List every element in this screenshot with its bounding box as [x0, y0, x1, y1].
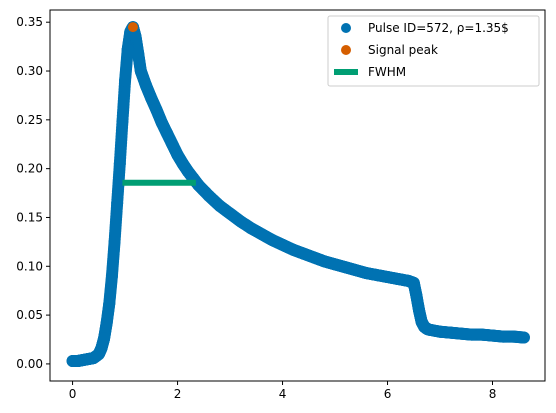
pulse-data-point [276, 238, 289, 251]
plot-frame [49, 9, 546, 382]
y-tick-label: 0.35 [16, 15, 43, 29]
legend-label-signal-peak: Signal peak [368, 43, 438, 57]
legend-label-fwhm: FWHM [368, 65, 406, 79]
plot-marks [66, 21, 531, 367]
pulse-data-point [318, 255, 331, 268]
legend-box [327, 15, 540, 87]
pulse-data-point [95, 342, 108, 355]
pulse-data-point [455, 327, 468, 340]
legend-marker-pulse [341, 23, 351, 33]
y-tick-label: 0.05 [16, 308, 43, 322]
pulse-data-point [166, 138, 179, 151]
signal-peak-point [127, 22, 138, 33]
pulse-data-point [497, 330, 510, 343]
pulse-data-point [203, 189, 216, 202]
pulse-data-point [339, 261, 352, 274]
y-axis: 0.00 0.05 0.10 0.15 0.20 0.25 0.30 0.35 [16, 15, 50, 371]
pulse-data-point [410, 289, 423, 302]
pulse-data-point [392, 272, 405, 285]
pulse-data-point [150, 104, 163, 117]
pulse-data-point [444, 326, 457, 339]
pulse-data-point [134, 65, 147, 78]
pulse-data-point [171, 148, 184, 161]
pulse-data-point [413, 304, 426, 317]
y-tick-label: 0.15 [16, 210, 43, 224]
x-tick-label: 0 [69, 387, 77, 401]
pulse-data-point [132, 47, 145, 60]
y-tick-label: 0.30 [16, 64, 43, 78]
pulse-data-point [371, 269, 384, 282]
pulse-data-point [100, 316, 113, 329]
pulse-data-point [113, 157, 126, 170]
y-tick-label: 0.00 [16, 357, 43, 371]
pulse-data-point [407, 276, 420, 289]
pulse-data-point [145, 92, 158, 105]
pulse-data-point [98, 332, 111, 345]
pulse-data-point [213, 199, 226, 212]
pulse-data-point [465, 328, 478, 341]
pulse-data-point [434, 325, 447, 338]
pulse-data-point [507, 330, 520, 343]
pulse-data-point [360, 267, 373, 280]
pulse-data-point [381, 271, 394, 284]
pulse-data-point [297, 247, 310, 260]
pulse-data-point [423, 323, 436, 336]
pulse-data-point [111, 196, 124, 209]
pulse-data-point [486, 329, 499, 342]
pulse-data-point [140, 79, 153, 92]
pulse-data-point [116, 115, 129, 128]
pulse-data-point [234, 215, 247, 228]
pulse-data-point [103, 297, 116, 310]
pulse-data-point [108, 235, 121, 248]
pulse-data-point [518, 331, 531, 344]
pulse-data-point [266, 233, 279, 246]
pulse-data-point [155, 116, 168, 129]
pulse-data-point [224, 207, 237, 220]
pulse-data-point [161, 127, 174, 140]
pulse-data-point [129, 30, 142, 43]
pulse-data-point [255, 228, 268, 241]
pulse-data-point [121, 43, 134, 56]
x-tick-label: 4 [279, 387, 287, 401]
pulse-data-point [329, 258, 342, 271]
pulse-data-point [350, 264, 363, 277]
y-tick-label: 0.10 [16, 259, 43, 273]
legend: Pulse ID=572, ρ=1.35$ Signal peak FWHM [327, 15, 540, 87]
pulse-data-point [119, 74, 132, 87]
x-tick-label: 6 [384, 387, 392, 401]
pulse-data-point [105, 270, 118, 283]
legend-marker-signal-peak [341, 45, 351, 55]
pulse-data-point [308, 251, 321, 264]
legend-label-pulse: Pulse ID=572, ρ=1.35$ [368, 21, 509, 35]
pulse-data-point [476, 328, 489, 341]
pulse-data-point [287, 243, 300, 256]
pulse-data-point [245, 222, 258, 235]
y-tick-label: 0.20 [16, 162, 43, 176]
x-tick-label: 8 [489, 387, 497, 401]
y-tick-label: 0.25 [16, 113, 43, 127]
x-tick-label: 2 [174, 387, 182, 401]
x-axis: 0 2 4 6 8 [69, 381, 497, 401]
